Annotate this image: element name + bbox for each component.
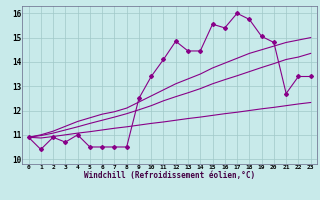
X-axis label: Windchill (Refroidissement éolien,°C): Windchill (Refroidissement éolien,°C) [84, 171, 255, 180]
